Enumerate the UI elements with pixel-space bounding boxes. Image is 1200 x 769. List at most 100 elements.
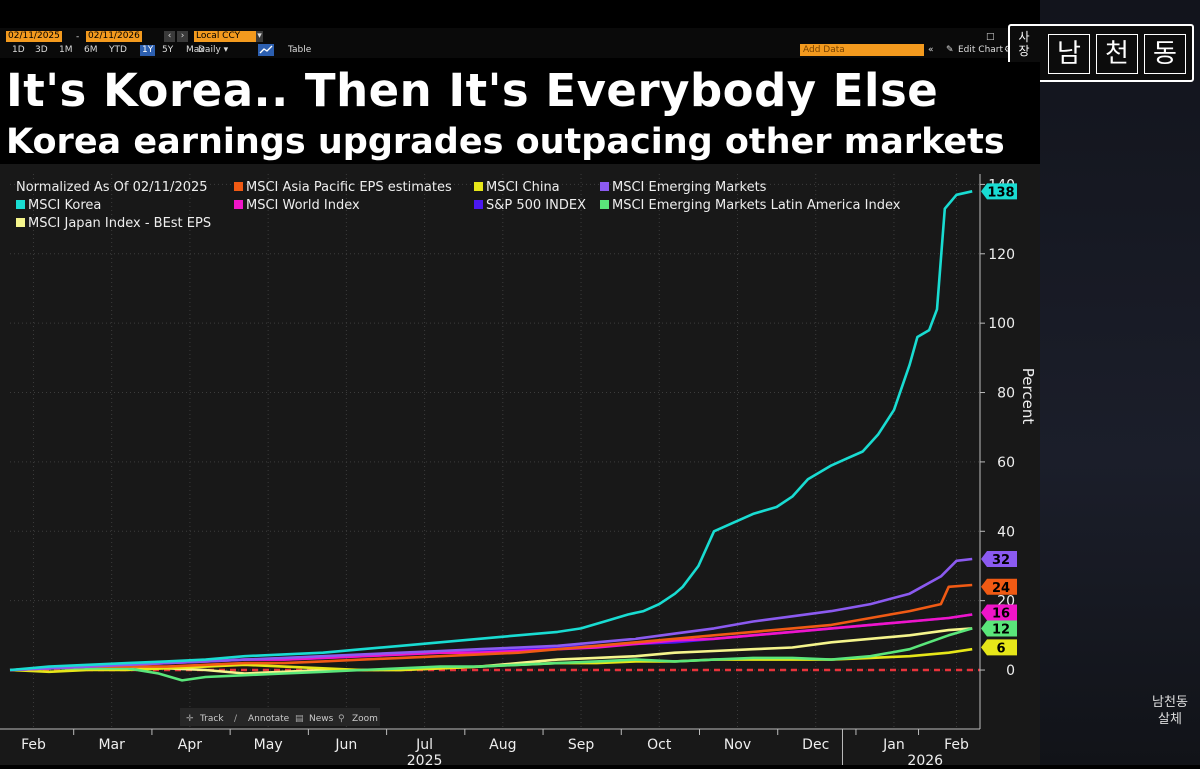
legend-swatch bbox=[600, 182, 609, 191]
y-tick-label: 80 bbox=[997, 386, 1015, 402]
legend-label: Normalized As Of 02/11/2025 bbox=[16, 180, 208, 195]
legend-label: MSCI World Index bbox=[246, 198, 360, 213]
y-tick-label: 100 bbox=[988, 316, 1015, 332]
next-period-icon[interactable]: › bbox=[177, 31, 188, 42]
chart-background bbox=[0, 164, 1040, 765]
legend-swatch bbox=[234, 182, 243, 191]
end-value-tag bbox=[981, 604, 1017, 621]
currency-dropdown-icon[interactable]: ▾ bbox=[256, 31, 263, 42]
legend-label: MSCI China bbox=[486, 180, 560, 195]
watermark-line: 살체 bbox=[1158, 712, 1182, 727]
x-tick-label: Mar bbox=[98, 737, 125, 753]
end-value-tag bbox=[981, 639, 1017, 656]
legend-label: MSCI Korea bbox=[28, 198, 101, 213]
x-tick-label: Feb bbox=[944, 737, 969, 753]
collapse-icon[interactable]: « bbox=[928, 45, 934, 55]
edit-chart-icon[interactable]: ✎ bbox=[946, 45, 954, 55]
x-tick-label: Jan bbox=[882, 737, 905, 753]
logo-side-text: 사장 bbox=[1018, 30, 1030, 58]
end-value-label: 24 bbox=[992, 581, 1010, 596]
news-icon[interactable]: ▤ bbox=[295, 714, 304, 724]
logo-char: 남 bbox=[1048, 34, 1090, 74]
zoom-icon[interactable]: ⚲ bbox=[338, 714, 345, 724]
y-tick-label: 120 bbox=[988, 247, 1015, 263]
prev-period-icon[interactable]: ‹ bbox=[164, 31, 175, 42]
zoom-tool-button[interactable]: Zoom bbox=[352, 714, 378, 724]
range-button-3d[interactable]: 3D bbox=[35, 45, 48, 55]
x-tick-label: Oct bbox=[647, 737, 672, 753]
end-value-label: 6 bbox=[996, 641, 1005, 656]
end-value-tag bbox=[981, 578, 1017, 595]
legend-label: MSCI Asia Pacific EPS estimates bbox=[246, 180, 452, 195]
end-value-tag bbox=[981, 551, 1017, 568]
x-tick-label: Feb bbox=[21, 737, 46, 753]
line-chart: 020406080100120140Percent FebMarAprMayJu… bbox=[0, 164, 1040, 769]
range-button-1y[interactable]: 1Y bbox=[140, 45, 156, 56]
legend-label: MSCI Emerging Markets bbox=[612, 180, 767, 195]
watermark: 남천동 살체 bbox=[1140, 694, 1200, 728]
range-button-1m[interactable]: 1M bbox=[59, 45, 73, 55]
y-tick-label: 60 bbox=[997, 455, 1015, 471]
logo-char: 동 bbox=[1144, 34, 1186, 74]
y-tick-label: 40 bbox=[997, 524, 1015, 540]
right-background bbox=[1040, 0, 1200, 765]
legend-swatch bbox=[16, 200, 25, 209]
x-tick-label: Apr bbox=[178, 737, 202, 753]
page-title: It's Korea.. Then It's Everybody Else bbox=[0, 62, 1040, 120]
range-button-max[interactable]: Max bbox=[186, 45, 205, 55]
end-value-label: 32 bbox=[992, 553, 1010, 568]
chart-type-icon[interactable] bbox=[258, 44, 274, 56]
series-line-msci-emerging-markets-latin-america-index bbox=[9, 627, 973, 682]
watermark-line: 남천동 bbox=[1152, 695, 1188, 710]
end-value-label: 138 bbox=[987, 185, 1014, 200]
y-tick-label: 0 bbox=[1006, 663, 1015, 679]
x-tick-label: Nov bbox=[724, 737, 751, 753]
table-button[interactable]: Table bbox=[288, 45, 312, 55]
x-tick-label: Jul bbox=[415, 737, 433, 753]
x-tick-label: Aug bbox=[489, 737, 516, 753]
end-value-tag bbox=[981, 183, 1017, 200]
end-date-field[interactable]: 02/11/2026 bbox=[86, 31, 142, 42]
y-axis-title: Percent bbox=[1019, 368, 1037, 425]
chart-tools-bar bbox=[180, 708, 380, 726]
legend-swatch bbox=[474, 182, 483, 191]
add-data-input[interactable]: Add Data bbox=[800, 44, 924, 56]
start-date-field[interactable]: 02/11/2025 bbox=[6, 31, 62, 42]
end-value-label: 16 bbox=[992, 607, 1010, 622]
end-value-label: 12 bbox=[992, 623, 1010, 638]
legend-swatch bbox=[16, 218, 25, 227]
legend-swatch bbox=[474, 200, 483, 209]
x-tick-label: Jun bbox=[334, 737, 357, 753]
series-line-msci-korea bbox=[9, 190, 973, 672]
series-line-msci-emerging-markets bbox=[9, 557, 973, 672]
legend-label: MSCI Emerging Markets Latin America Inde… bbox=[612, 198, 901, 213]
legend-swatch bbox=[234, 200, 243, 209]
legend-label: S&P 500 INDEX bbox=[486, 198, 586, 213]
end-value-tag bbox=[981, 620, 1017, 637]
chart-area: 020406080100120140Percent FebMarAprMayJu… bbox=[0, 164, 1040, 769]
page-subtitle: Korea earnings upgrades outpacing other … bbox=[0, 120, 1040, 164]
legend-swatch bbox=[600, 200, 609, 209]
range-button-ytd[interactable]: YTD bbox=[109, 45, 127, 55]
x-year-label: 2025 bbox=[407, 753, 443, 765]
range-button-5y[interactable]: 5Y bbox=[162, 45, 174, 55]
range-button-1d[interactable]: 1D bbox=[12, 45, 25, 55]
currency-select[interactable]: Local CCY bbox=[194, 31, 258, 42]
series-line-msci-asia-pacific-eps-estimates bbox=[9, 583, 973, 672]
edit-chart-button[interactable]: Edit Chart bbox=[958, 45, 1004, 55]
x-tick-label: Dec bbox=[802, 737, 829, 753]
legend-label: MSCI Japan Index - BEst EPS bbox=[28, 216, 211, 231]
logo-char: 천 bbox=[1096, 34, 1138, 74]
annotate-icon[interactable]: ∕ bbox=[234, 714, 238, 724]
x-year-label: 2026 bbox=[907, 753, 943, 765]
frequency-select[interactable]: Daily ▾ bbox=[198, 45, 229, 55]
x-tick-label: Sep bbox=[568, 737, 595, 753]
window-icon[interactable]: □ bbox=[986, 32, 995, 42]
track-tool-button[interactable]: Track bbox=[199, 714, 224, 724]
date-separator: - bbox=[76, 32, 80, 42]
range-button-6m[interactable]: 6M bbox=[84, 45, 98, 55]
track-icon[interactable]: ✛ bbox=[186, 714, 194, 724]
news-tool-button[interactable]: News bbox=[309, 714, 334, 724]
annotate-tool-button[interactable]: Annotate bbox=[248, 714, 290, 724]
x-tick-label: May bbox=[254, 737, 283, 753]
